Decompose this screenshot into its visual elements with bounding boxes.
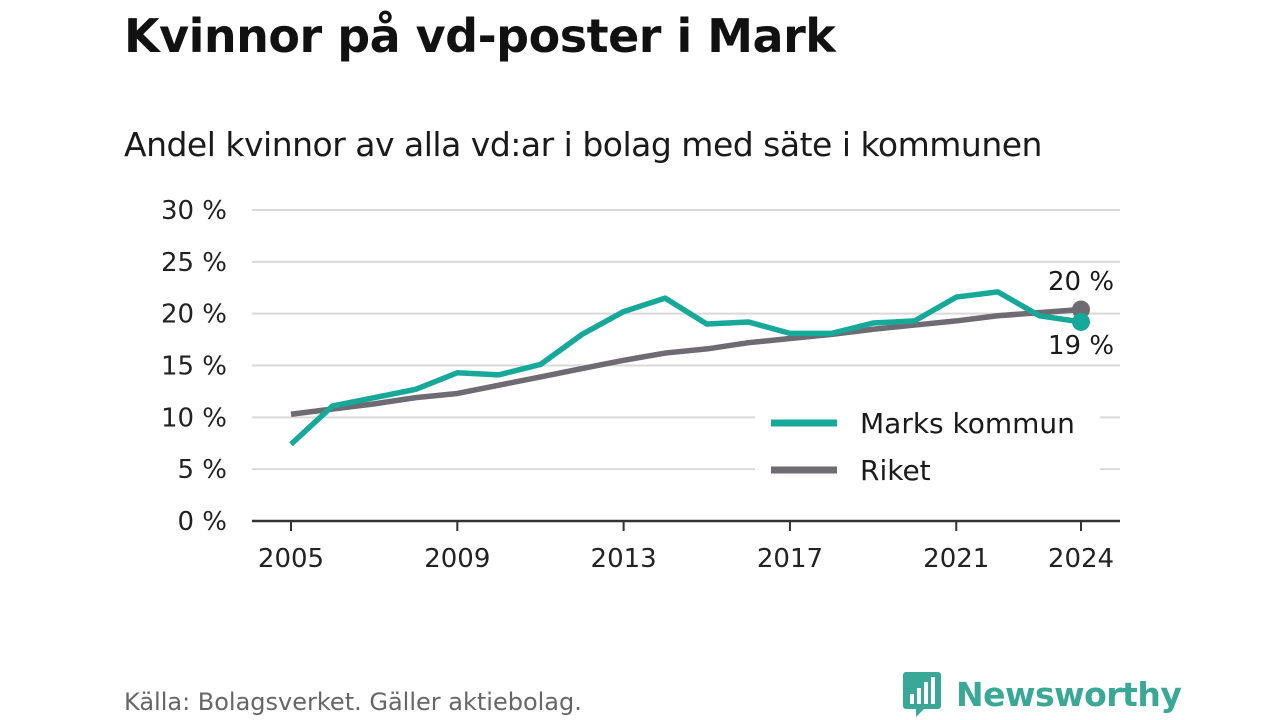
series-line-riket [290, 306, 1082, 417]
y-tick-label: 10 % [161, 403, 227, 433]
legend: Marks kommun Riket [755, 396, 1100, 492]
end-point-marks-kommun [1072, 312, 1090, 331]
y-tick-label: 0 % [177, 507, 227, 537]
end-label-riket: 20 % [1048, 267, 1114, 297]
grid-lines [252, 209, 1120, 471]
x-tick-label: 2024 [1048, 544, 1114, 574]
x-tick-label: 2017 [757, 544, 823, 574]
brand-logo[interactable]: Newsworthy [902, 670, 1182, 718]
series-line-marks-kommun [289, 289, 1082, 447]
chart-subtitle: Andel kvinnor av alla vd:ar i bolag med … [124, 125, 1042, 164]
x-axis: 2005 2009 2013 2017 2021 2024 [252, 519, 1120, 574]
x-tick-label: 2009 [424, 544, 490, 574]
y-axis-ticks: 0 % 5 % 10 % 15 % 20 % 25 % 30 % [161, 196, 227, 537]
end-point-riket [1072, 300, 1090, 319]
end-label-marks-kommun: 19 % [1048, 331, 1114, 361]
chart-title: Kvinnor på vd-poster i Mark [124, 9, 836, 63]
y-tick-label: 15 % [161, 352, 227, 382]
series-lines [289, 289, 1082, 447]
bar-chart-speech-bubble-icon [903, 672, 941, 717]
legend-background [755, 396, 1100, 492]
legend-label: Marks kommun [860, 407, 1075, 440]
legend-label: Riket [860, 454, 931, 487]
y-tick-label: 20 % [161, 300, 227, 330]
x-tick-label: 2021 [923, 544, 989, 574]
y-tick-label: 25 % [161, 248, 227, 278]
end-labels: 20 % 19 % [1048, 267, 1114, 361]
y-tick-label: 5 % [177, 455, 227, 485]
source-note: Källa: Bolagsverket. Gäller aktiebolag. [124, 688, 582, 716]
line-chart: 0 %5 %10 %15 %20 %25 %30 % 2005 2009 2013 2… [161, 196, 1120, 574]
x-tick-label: 2013 [591, 544, 657, 574]
brand-name: Newsworthy [956, 674, 1182, 714]
x-tick-label: 2005 [258, 544, 324, 574]
y-tick-label: 30 % [161, 196, 227, 226]
